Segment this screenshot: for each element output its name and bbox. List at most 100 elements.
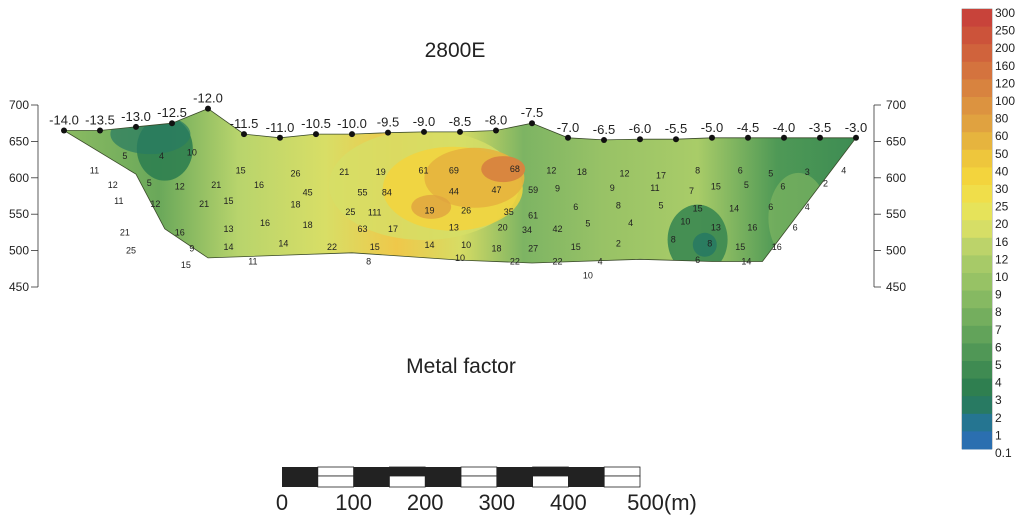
station-label: -3.5	[809, 120, 831, 135]
left-tick-label: 600	[9, 171, 29, 185]
color-bar-label: 120	[995, 76, 1015, 90]
contour-label: 14	[741, 257, 751, 267]
contour-label: 5	[659, 200, 664, 210]
station-dot	[601, 136, 607, 143]
station-label: -10.5	[301, 116, 331, 131]
contour-label: 14	[223, 242, 233, 252]
contour-label: 16	[254, 180, 264, 190]
contour-label: 61	[418, 166, 428, 176]
color-bar-swatch	[962, 61, 992, 80]
color-bar-swatch	[962, 97, 992, 115]
contour-label: 8	[616, 200, 621, 210]
contour-label: 13	[449, 222, 459, 232]
color-bar-label: 0.1	[995, 446, 1012, 460]
color-bar-swatch	[962, 44, 992, 63]
color-bar-swatch	[962, 132, 992, 151]
station-dot	[817, 134, 823, 141]
station-dot	[457, 128, 463, 135]
contour-label: 25	[345, 207, 355, 217]
color-bar-swatch	[962, 185, 992, 203]
contour-label: 10	[455, 253, 465, 263]
contour-label: 22	[552, 257, 562, 267]
contour-label: 11	[650, 183, 659, 193]
contour-label: 5	[744, 180, 749, 190]
right-tick-label: 550	[886, 207, 906, 221]
contour-label: 6	[768, 202, 773, 212]
station-label: -7.5	[521, 105, 543, 120]
contour-label: 10	[187, 147, 197, 157]
station-dot	[853, 134, 859, 141]
color-bar-label: 60	[995, 129, 1009, 143]
contour-label: 45	[303, 187, 313, 197]
contour-label: 18	[577, 167, 587, 177]
scale-bar-label: 0	[276, 490, 288, 515]
color-bar-label: 50	[995, 147, 1009, 161]
station-label: -8.0	[485, 112, 507, 127]
left-elevation-axis: 700 650 600 550 500 450	[9, 98, 39, 294]
station-label: -11.5	[230, 116, 259, 131]
station-dot	[277, 134, 283, 141]
contour-label: 15	[693, 203, 703, 213]
left-tick-label: 500	[9, 244, 29, 258]
color-bar-swatch	[962, 167, 992, 186]
contour-label: 26	[290, 168, 300, 178]
color-bar-swatch	[962, 413, 992, 432]
contour-label: 69	[449, 166, 459, 176]
scale-bar-label: 300	[478, 490, 515, 515]
station-dot	[673, 136, 679, 143]
contour-label: 15	[181, 260, 191, 270]
contour-label: 42	[552, 224, 562, 234]
contour-label: 11	[114, 196, 123, 206]
contour-label: 10	[461, 240, 471, 250]
contour-label: 2	[823, 179, 828, 189]
contour-label: 21	[339, 167, 349, 177]
contour-label: 26	[461, 206, 471, 216]
station-dot	[61, 127, 67, 134]
scale-bar-gap	[532, 475, 569, 488]
contour-label: 25	[126, 246, 136, 256]
contour-label: 27	[528, 243, 538, 253]
color-bar-label: 200	[995, 41, 1015, 55]
contour-label: 17	[656, 171, 666, 181]
station-dot	[97, 127, 103, 134]
contour-label: 5	[147, 178, 152, 188]
color-bar-swatch	[962, 325, 992, 344]
resistivity-section	[62, 108, 857, 264]
station-label: -5.0	[701, 120, 723, 135]
color-bar-swatch	[962, 255, 992, 274]
scale-bar-gap	[603, 475, 641, 488]
contour-label: 22	[510, 257, 520, 267]
contour-label: 19	[376, 167, 386, 177]
contour-label: 10	[680, 216, 690, 226]
contour-label: 15	[735, 242, 745, 252]
contour-label: 2	[616, 238, 621, 248]
scale-bar-segment-light	[388, 466, 426, 477]
color-bar-swatch	[962, 79, 992, 98]
station-label: -8.5	[449, 114, 471, 129]
color-scale-legend: 3002502001601201008060504030252016121098…	[961, 6, 1015, 460]
contour-label: 9	[189, 243, 194, 253]
color-bar-swatch	[962, 431, 992, 450]
color-bar-label: 20	[995, 217, 1009, 231]
contour-label: 14	[425, 240, 435, 250]
right-tick-label: 450	[886, 280, 906, 294]
contour-label: 5	[122, 151, 127, 161]
scale-bar-label: 200	[407, 490, 444, 515]
station-label: -5.5	[665, 121, 687, 136]
scale-bar-gap	[388, 475, 426, 488]
right-tick-label: 700	[886, 98, 906, 112]
station-dot	[421, 128, 427, 135]
contour-label: 13	[223, 224, 233, 234]
color-bar-label: 30	[995, 182, 1009, 196]
contour-label: 13	[711, 222, 721, 232]
contour-label: 14	[278, 238, 288, 248]
chart-subtitle: Metal factor	[406, 355, 516, 378]
left-tick-label: 650	[9, 134, 29, 148]
color-bar-label: 7	[995, 323, 1002, 337]
station-dot	[205, 105, 211, 112]
chart-title: 2800E	[425, 39, 486, 62]
color-bar-label: 8	[995, 305, 1002, 319]
station-dot	[565, 134, 571, 141]
contour-label: 68	[510, 164, 520, 174]
